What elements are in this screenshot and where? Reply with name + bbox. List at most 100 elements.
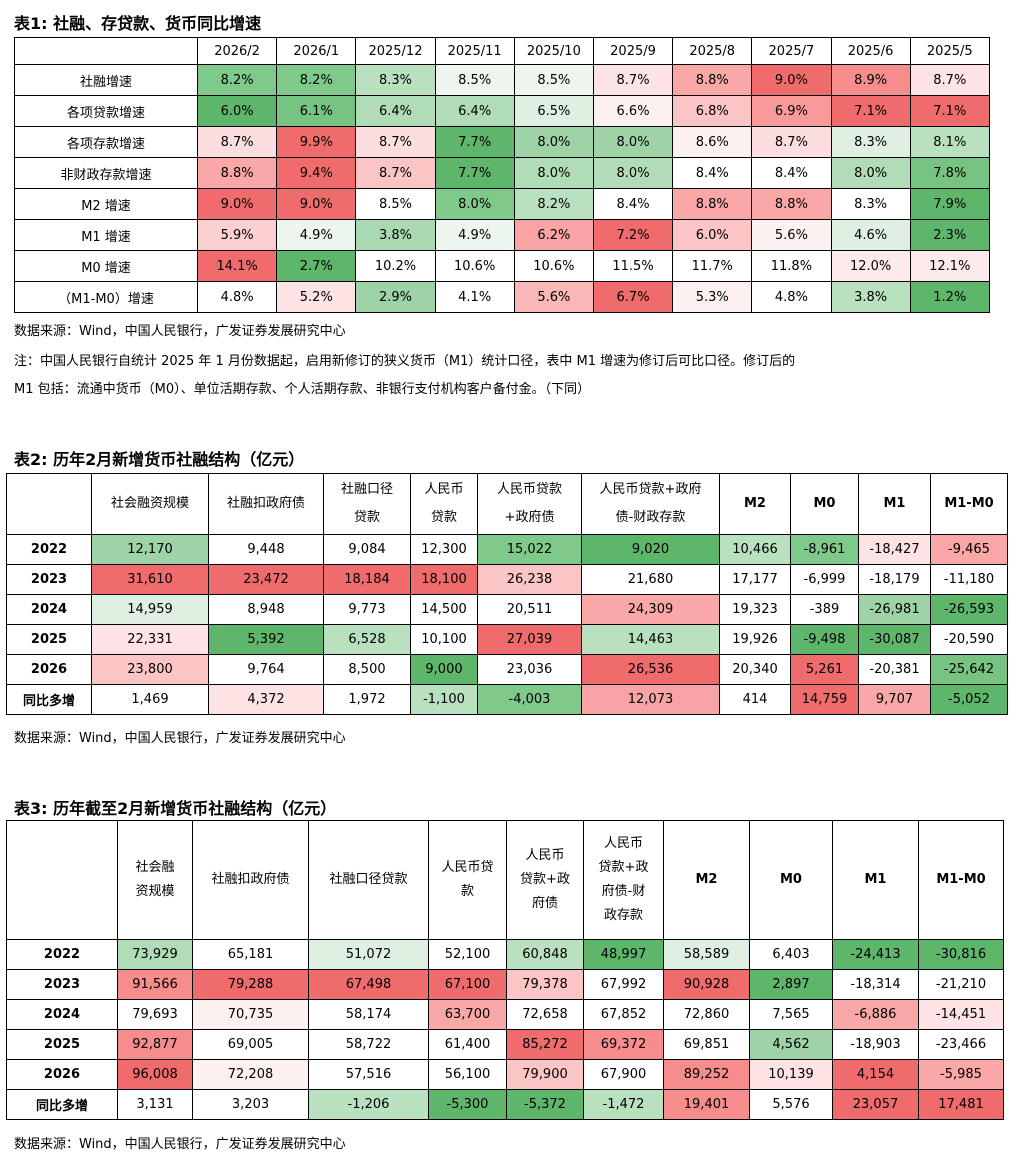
- table-cell: -26,593: [930, 594, 1008, 625]
- table-cell: 8.8%: [196, 157, 278, 189]
- table-cell: 12,300: [410, 534, 478, 565]
- table-cell: 14,759: [790, 684, 859, 715]
- column-header: 人民币 贷款: [410, 473, 478, 535]
- row-label: 同比多增: [6, 684, 92, 715]
- table-cell: 8.0%: [830, 157, 911, 189]
- row-label: M0 增速: [14, 250, 198, 282]
- table-cell: 6,528: [323, 624, 411, 655]
- table-row: 2026 96,008 72,208 57,516 56,100 79,900 67,900…: [6, 1059, 1004, 1090]
- row-label: 非财政存款增速: [14, 157, 198, 189]
- table-cell: 8.7%: [909, 64, 990, 96]
- column-header: 人民币 贷款+政 府债: [506, 820, 584, 940]
- table-cell: 72,208: [192, 1059, 309, 1090]
- table-cell: 20,340: [719, 654, 791, 685]
- table-cell: 8.7%: [355, 157, 436, 189]
- table-row: M2 增速 9.0% 9.0% 8.5% 8.0% 8.2% 8.4% 8.8% 8.8% 8.3…: [14, 188, 990, 220]
- table-cell: 17,481: [918, 1089, 1004, 1120]
- table-cell: 6.4%: [434, 95, 515, 127]
- table-cell: 6.6%: [592, 95, 674, 127]
- column-header: 2026/1: [276, 37, 357, 65]
- table-cell: 10.2%: [355, 250, 436, 282]
- table-cell: 8.3%: [830, 188, 911, 220]
- table-cell: 8.3%: [355, 64, 436, 96]
- table-cell: 7.1%: [909, 95, 990, 127]
- table-cell: 12.0%: [830, 250, 911, 282]
- table-cell: -20,590: [930, 624, 1008, 655]
- table-cell: 12,170: [91, 534, 209, 565]
- table-cell: 6.0%: [672, 219, 753, 251]
- table-row: 各项贷款增速 6.0% 6.1% 6.4% 6.4% 6.5% 6.6% 6.8% 6.9% 7.…: [14, 95, 990, 127]
- table-cell: 1,469: [91, 684, 209, 715]
- table-cell: 79,693: [117, 999, 193, 1030]
- table-header-row: 社会融 资规模 社融扣政府债 社融口径贷款 人民币贷 款人民币 贷款+政 府债 人民币 …: [6, 820, 1004, 940]
- table-cell: -23,466: [918, 1029, 1004, 1060]
- table-cell: -5,300: [428, 1089, 507, 1120]
- table-cell: 26,536: [581, 654, 720, 685]
- column-header: M1: [832, 820, 919, 940]
- table-cell: 72,860: [663, 999, 750, 1030]
- table-cell: 56,100: [428, 1059, 507, 1090]
- table-cell: -21,210: [918, 969, 1004, 1000]
- table2-title: 表2: 历年2月新增货币社融结构（亿元）: [14, 450, 305, 469]
- table-cell: 91,566: [117, 969, 193, 1000]
- table-cell: 8.5%: [513, 64, 594, 96]
- table-cell: 6.2%: [513, 219, 594, 251]
- column-header: 社会融资规模: [91, 473, 209, 535]
- table-cell: 18,100: [410, 564, 478, 595]
- table-cell: -30,087: [858, 624, 931, 655]
- table-row: 同比多增 3,131 3,203 -1,206 -5,300 -5,372 -1,472 19…: [6, 1089, 1004, 1120]
- column-header: 人民币贷款+政府 债-财政存款: [581, 473, 720, 535]
- table-cell: 9,707: [858, 684, 931, 715]
- row-label: 2025: [6, 1029, 118, 1060]
- table-cell: 60,848: [506, 939, 584, 970]
- row-label: （M1-M0）增速: [14, 281, 198, 313]
- table3-title: 表3: 历年截至2月新增货币社融结构（亿元）: [14, 799, 337, 818]
- table-cell: 24,309: [581, 594, 720, 625]
- column-header: 2025/12: [355, 37, 436, 65]
- table-row: 2023 91,566 79,288 67,498 67,100 79,378 67,992…: [6, 969, 1004, 1000]
- column-header: 2025/5: [909, 37, 990, 65]
- table-cell: 58,589: [663, 939, 750, 970]
- row-label: 同比多增: [6, 1089, 118, 1120]
- table-row: M0 增速 14.1% 2.7% 10.2% 10.6% 10.6% 11.5% 11.7% 1…: [14, 250, 990, 282]
- table-cell: 8.0%: [592, 157, 674, 189]
- table-cell: 18,184: [323, 564, 411, 595]
- table-cell: 9,773: [323, 594, 411, 625]
- table-cell: 2,897: [749, 969, 833, 1000]
- table-cell: -389: [790, 594, 859, 625]
- column-header: M2: [663, 820, 750, 940]
- table-cell: 12.1%: [909, 250, 990, 282]
- table-cell: 8,500: [323, 654, 411, 685]
- table-row: 非财政存款增速 8.8% 9.4% 8.7% 7.7% 8.0% 8.0% 8.4% 8.4% 8…: [14, 157, 990, 189]
- table-cell: 7.7%: [434, 157, 515, 189]
- table-cell: -26,981: [858, 594, 931, 625]
- table-row: M1 增速 5.9% 4.9% 3.8% 4.9% 6.2% 7.2% 6.0% 5.6% 4.6…: [14, 219, 990, 251]
- table-cell: 20,511: [477, 594, 582, 625]
- table-cell: 92,877: [117, 1029, 193, 1060]
- row-label: 2022: [6, 939, 118, 970]
- footnote-line-2: M1 包括：流通中货币（M0）、单位活期存款、个人活期存款、非银行支付机构客户备…: [14, 382, 591, 397]
- table-cell: 5,261: [790, 654, 859, 685]
- row-label: 2025: [6, 624, 92, 655]
- table-cell: 4.8%: [196, 281, 278, 313]
- table-cell: 6.1%: [276, 95, 357, 127]
- table-cell: 7.8%: [909, 157, 990, 189]
- column-header: 社融扣政府债: [192, 820, 309, 940]
- table-cell: -1,100: [410, 684, 478, 715]
- column-header: [6, 473, 92, 535]
- table-cell: 1,972: [323, 684, 411, 715]
- table-cell: 14.1%: [196, 250, 278, 282]
- table-cell: 6.0%: [196, 95, 278, 127]
- table-row: 2025 92,877 69,005 58,722 61,400 85,272 69,372…: [6, 1029, 1004, 1060]
- table-cell: 3,203: [192, 1089, 309, 1120]
- table-header-row: 2026/2 2026/1 2025/12 2025/11 2025/10 2025/9 2…: [14, 37, 990, 65]
- table-cell: 8.7%: [751, 126, 832, 158]
- column-header: 2025/8: [672, 37, 753, 65]
- table-cell: 4,372: [208, 684, 324, 715]
- table-cell: 14,500: [410, 594, 478, 625]
- column-header: 人民币 贷款+政 府债-财 政存款: [583, 820, 664, 940]
- table-cell: 96,008: [117, 1059, 193, 1090]
- table-cell: 8.8%: [672, 188, 753, 220]
- table-cell: 7,565: [749, 999, 833, 1030]
- table-cell: 10,466: [719, 534, 791, 565]
